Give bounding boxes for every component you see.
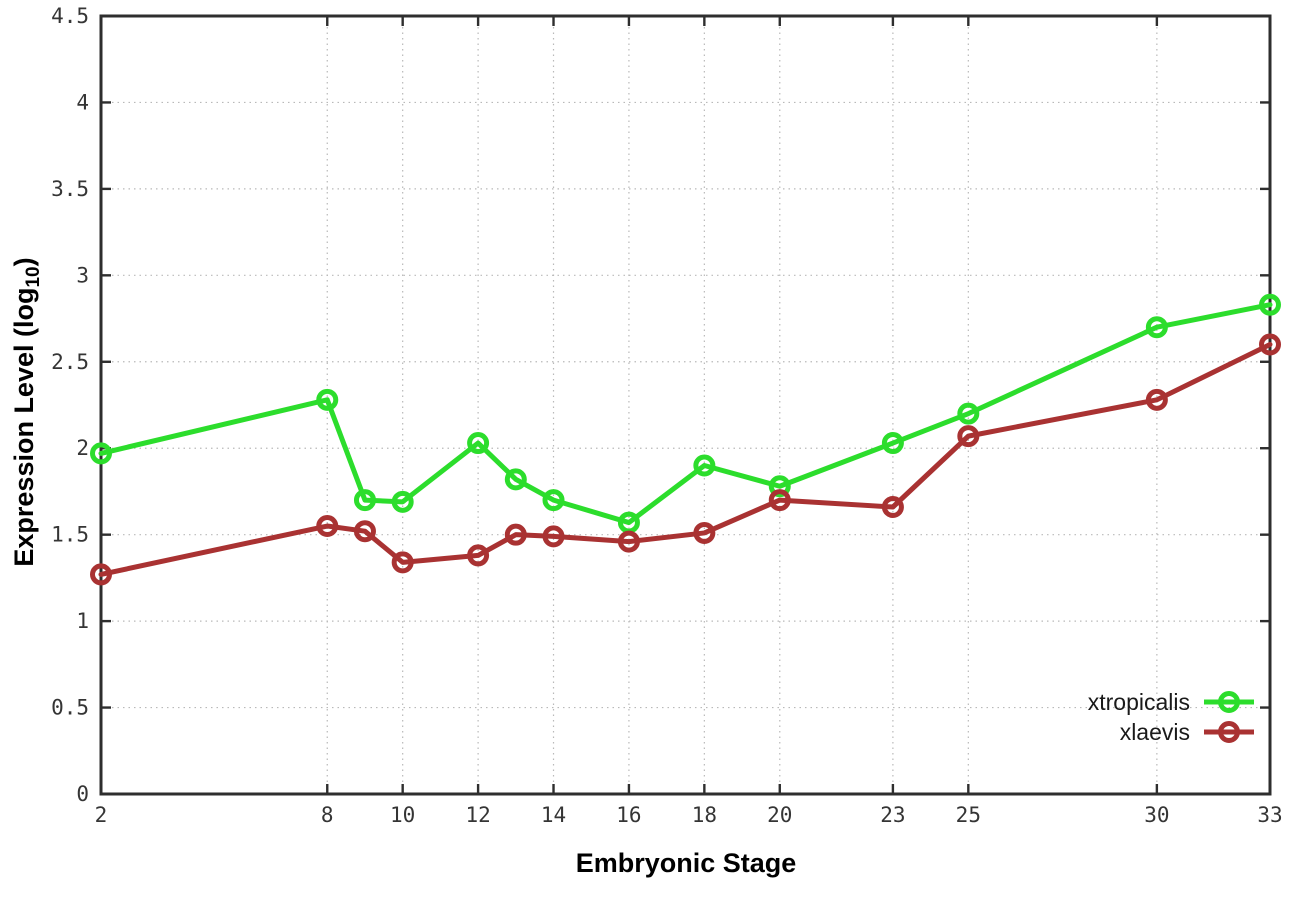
- x-tick-label: 14: [541, 803, 566, 827]
- legend-label-xlaevis: xlaevis: [1119, 718, 1190, 745]
- legend-marker-xtropicalis-icon: [1204, 691, 1254, 713]
- data-point-marker: [881, 432, 904, 455]
- data-point-marker: [768, 475, 791, 498]
- series-xlaevis: [90, 333, 1281, 586]
- data-point-marker: [467, 544, 490, 567]
- data-point-marker: [693, 521, 716, 544]
- series-line: [98, 341, 1273, 577]
- data-point-marker: [504, 468, 527, 491]
- gridlines: [101, 16, 1270, 794]
- data-point-marker: [881, 496, 904, 519]
- x-tick-label: 20: [767, 803, 792, 827]
- legend-item-xlaevis: xlaevis: [1120, 717, 1256, 747]
- x-tick-label: 23: [880, 803, 905, 827]
- data-point-marker: [467, 432, 490, 455]
- legend-marker-xlaevis-icon: [1204, 721, 1254, 743]
- data-point-marker: [391, 490, 414, 513]
- y-axis-title-suffix: ): [9, 257, 39, 267]
- x-tick-label: 10: [390, 803, 415, 827]
- y-tick-label: 4: [76, 90, 89, 114]
- y-axis-title-subscript: 10: [23, 266, 44, 288]
- y-tick-label: 1: [76, 609, 89, 633]
- data-point-marker: [353, 489, 376, 512]
- data-point-marker: [957, 402, 980, 425]
- y-tick-label: 3: [76, 263, 89, 287]
- x-tick-label: 16: [616, 803, 641, 827]
- data-point-marker: [316, 515, 339, 538]
- data-point-marker: [1145, 316, 1168, 339]
- y-axis-title-text: Expression Level (log: [9, 287, 39, 567]
- x-tick-label: 18: [692, 803, 717, 827]
- x-tick-label: 25: [956, 803, 981, 827]
- data-point-marker: [542, 525, 565, 548]
- axis-ticks: [99, 14, 1272, 796]
- data-point-marker: [693, 454, 716, 477]
- x-tick-label: 33: [1257, 803, 1282, 827]
- legend: xtropicalis xlaevis: [1088, 687, 1256, 747]
- data-point-marker: [90, 442, 112, 465]
- y-tick-label: 2: [76, 436, 89, 460]
- data-point-marker: [957, 425, 980, 448]
- x-tick-label: 30: [1144, 803, 1169, 827]
- plot-border: [99, 14, 1272, 796]
- legend-item-xtropicalis: xtropicalis: [1088, 687, 1256, 717]
- y-tick-label: 0.5: [51, 696, 89, 720]
- y-tick-label: 1.5: [51, 523, 89, 547]
- x-tick-label: 2: [95, 803, 108, 827]
- data-point-marker: [316, 388, 339, 411]
- data-point-marker: [542, 489, 565, 512]
- data-point-marker: [617, 530, 640, 553]
- x-tick-label: 8: [321, 803, 334, 827]
- x-tick-label: 12: [465, 803, 490, 827]
- data-point-marker: [90, 563, 112, 586]
- y-axis-title: Expression Level (log10): [9, 257, 45, 566]
- data-point-marker: [1259, 293, 1281, 316]
- series-xtropicalis: [90, 293, 1281, 534]
- data-point-marker: [1259, 333, 1281, 356]
- data-point-marker: [353, 520, 376, 543]
- data-point-marker: [1145, 388, 1168, 411]
- data-point-marker: [504, 523, 527, 546]
- plot-frame: [99, 14, 1272, 796]
- y-tick-label: 3.5: [51, 177, 89, 201]
- data-point-marker: [768, 489, 791, 512]
- tick-labels: 2 8 10 12 14 16 18 20 23 25 30 33 0 0.5 1 1.5 2 2.5 3 3.5 4 4…: [51, 4, 1283, 827]
- legend-label-xtropicalis: xtropicalis: [1087, 688, 1190, 715]
- data-point-marker: [391, 551, 414, 574]
- x-axis-title: Embryonic Stage: [575, 848, 797, 878]
- y-tick-label: 2.5: [51, 350, 89, 374]
- y-tick-label: 4.5: [51, 4, 89, 28]
- data-series: [90, 293, 1281, 586]
- y-tick-label: 0: [76, 782, 89, 806]
